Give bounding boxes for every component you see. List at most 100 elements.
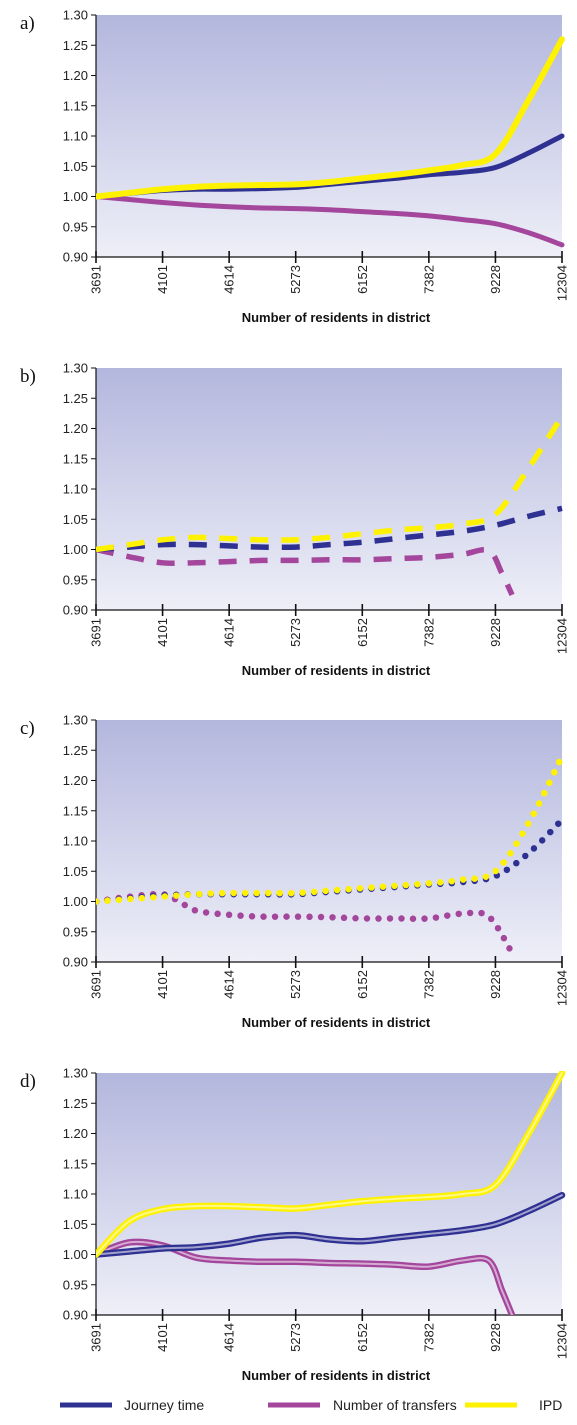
y-tick-label: 1.00 [63, 542, 88, 557]
y-tick-label: 1.15 [63, 803, 88, 818]
y-tick-label: 1.00 [63, 1247, 88, 1262]
x-tick-label: 5273 [288, 970, 303, 999]
x-tick-label: 5273 [288, 618, 303, 647]
y-tick-label: 1.05 [63, 1217, 88, 1232]
y-tick-label: 1.10 [63, 129, 88, 144]
series-group [96, 1071, 566, 1315]
y-tick-label: 1.10 [63, 834, 88, 849]
y-tick-label: 1.10 [63, 1187, 88, 1202]
chart-panel-3: c) 0.90 0.95 1.00 1.05 1.10 1.15 1.20 1.25 1.30 36… [20, 713, 570, 1031]
x-tick-label: 12304 [555, 1323, 570, 1359]
series-journey-line [96, 505, 563, 553]
legend-label: Journey time [124, 1397, 204, 1413]
x-tick-label: 9228 [488, 970, 503, 999]
x-tick-label: 12304 [555, 265, 570, 301]
chart-panel-1: a) 0.90 0.95 1.00 1.05 1.10 1.15 1.20 1.25 1.30 36… [20, 8, 570, 326]
x-tick-label: 4614 [222, 1323, 237, 1352]
chart-panel-2: b) 0.90 0.95 1.00 1.05 1.10 1.15 1.20 1.25 1.30 36… [20, 361, 570, 679]
series-group [96, 753, 566, 957]
y-tick-label: 0.90 [63, 603, 88, 618]
series-group [96, 414, 565, 597]
x-tick-label: 5273 [288, 1323, 303, 1352]
legend-label: Number of transfers [333, 1397, 457, 1413]
panel-label: a) [20, 13, 35, 34]
x-tick-label: 3691 [89, 970, 104, 999]
series-transfers-line [96, 194, 565, 248]
y-tick-label: 1.05 [63, 512, 88, 527]
x-tick-label: 4614 [222, 970, 237, 999]
x-tick-label: 6152 [355, 1323, 370, 1352]
series-group [96, 36, 565, 248]
legend: Journey time Number of transfers IPD [60, 1397, 562, 1413]
x-tick-label: 9228 [488, 1323, 503, 1352]
x-tick-label: 4614 [222, 618, 237, 647]
x-tick-label: 5273 [288, 265, 303, 294]
y-tick-label: 0.95 [63, 1277, 88, 1292]
y-tick-label: 0.95 [63, 572, 88, 587]
y-tick-label: 1.30 [63, 1066, 88, 1081]
x-tick-label: 3691 [89, 265, 104, 294]
legend-label: IPD [539, 1397, 562, 1413]
x-tick-label: 4101 [155, 970, 170, 999]
x-tick-label: 7382 [421, 265, 436, 294]
x-tick-label: 6152 [355, 265, 370, 294]
x-axis-label: Number of residents in district [242, 1368, 431, 1383]
y-tick-label: 1.20 [63, 773, 88, 788]
plot-area [96, 1073, 562, 1315]
y-tick-label: 1.20 [63, 421, 88, 436]
y-tick-label: 1.25 [63, 743, 88, 758]
x-tick-label: 6152 [355, 618, 370, 647]
y-tick-label: 1.05 [63, 159, 88, 174]
x-tick-label: 7382 [421, 970, 436, 999]
y-tick-label: 0.90 [63, 955, 88, 970]
x-axis-label: Number of residents in district [242, 1015, 431, 1030]
y-tick-label: 0.95 [63, 924, 88, 939]
x-tick-label: 4614 [222, 265, 237, 294]
y-tick-label: 1.00 [63, 189, 88, 204]
x-tick-label: 7382 [421, 618, 436, 647]
y-tick-label: 0.90 [63, 250, 88, 265]
x-axis-label: Number of residents in district [242, 663, 431, 678]
x-tick-label: 3691 [89, 618, 104, 647]
panel-label: d) [20, 1071, 36, 1092]
panel-label: b) [20, 366, 36, 387]
x-tick-label: 9228 [488, 618, 503, 647]
series-ipd-line [96, 414, 565, 553]
series-transfers-line [96, 546, 515, 597]
series-ipd-line-inner [96, 1072, 563, 1256]
plot-area [96, 368, 562, 610]
series-ipd-line [96, 36, 565, 200]
y-tick-label: 1.30 [63, 361, 88, 376]
x-tick-label: 6152 [355, 970, 370, 999]
y-tick-label: 1.05 [63, 864, 88, 879]
x-tick-label: 4101 [155, 265, 170, 294]
panel-label: c) [20, 718, 35, 739]
y-tick-label: 1.15 [63, 1156, 88, 1171]
y-tick-label: 1.25 [63, 391, 88, 406]
y-tick-label: 1.20 [63, 68, 88, 83]
chart-panel-4: d) 0.90 0.95 1.00 1.05 1.10 1.15 1.20 1.25 1.30 36… [20, 1066, 570, 1384]
x-tick-label: 7382 [421, 1323, 436, 1352]
y-tick-label: 1.25 [63, 1096, 88, 1111]
x-tick-label: 4101 [155, 1323, 170, 1352]
x-tick-label: 12304 [555, 970, 570, 1006]
y-tick-label: 0.90 [63, 1308, 88, 1323]
plot-area [96, 720, 562, 962]
x-tick-label: 12304 [555, 618, 570, 654]
y-tick-label: 1.30 [63, 713, 88, 728]
y-tick-label: 1.20 [63, 1126, 88, 1141]
x-tick-label: 4101 [155, 618, 170, 647]
x-tick-label: 9228 [488, 265, 503, 294]
plot-area [96, 15, 562, 257]
y-tick-label: 1.15 [63, 98, 88, 113]
y-tick-label: 1.15 [63, 451, 88, 466]
x-tick-label: 3691 [89, 1323, 104, 1352]
y-tick-label: 1.25 [63, 38, 88, 53]
y-tick-label: 1.00 [63, 894, 88, 909]
y-tick-label: 1.30 [63, 8, 88, 23]
series-transfers-line [96, 890, 516, 957]
y-tick-label: 1.10 [63, 482, 88, 497]
series-journey-line-inner [96, 1194, 563, 1256]
